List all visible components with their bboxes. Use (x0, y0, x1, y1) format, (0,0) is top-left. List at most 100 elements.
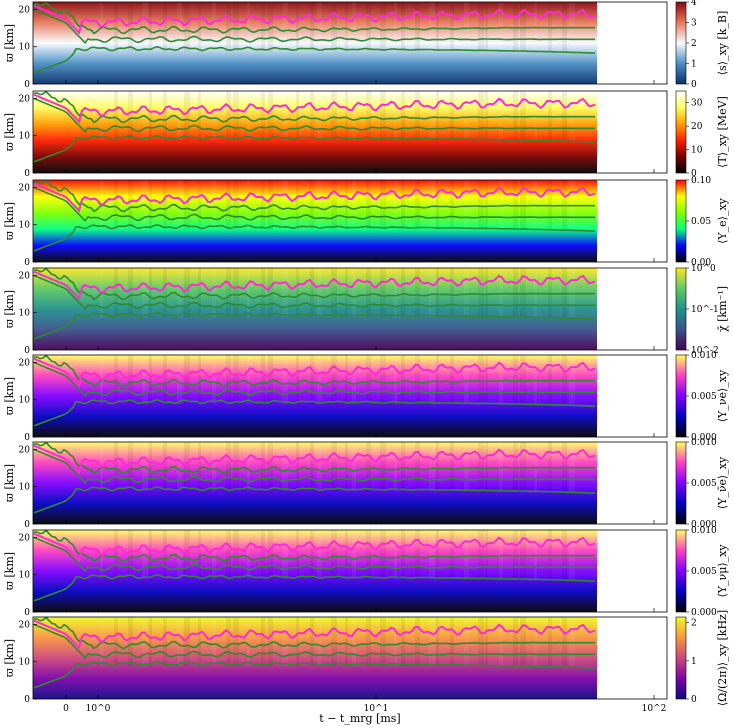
texture-streak (261, 442, 265, 492)
panel-3: 0 10 20ϖ [km] 0.00 0.05 0.10 ⟨Y_e⟩_xy (3, 176, 729, 268)
texture-streak (499, 530, 503, 580)
surface-curve (33, 93, 596, 124)
colorbar-tick-label: 2 (691, 619, 697, 629)
empty-region (597, 180, 667, 262)
density-contour-1 (33, 616, 595, 650)
colorbar-tick-label: 0.00 (691, 258, 711, 268)
y-tick-label: 20 (19, 271, 31, 281)
texture-streak (163, 617, 167, 667)
colorbar-tick-label: 10^-2 (691, 346, 719, 356)
colorbar-tick-label: 0.000 (691, 433, 717, 443)
texture-streak (247, 442, 250, 492)
texture-streak (296, 530, 299, 580)
heatmap-7 (33, 530, 597, 612)
y-tick-label: 10 (19, 571, 31, 581)
texture-streak (114, 91, 118, 141)
texture-streak (513, 530, 518, 580)
y-tick-label: 0 (24, 80, 30, 90)
texture-streak (282, 180, 288, 230)
heatmap-3 (33, 180, 597, 262)
texture-streak (562, 355, 567, 405)
density-contour-3 (33, 45, 595, 74)
texture-streak (282, 442, 288, 492)
colorbar-2 (675, 90, 687, 174)
y-tick-label: 20 (19, 445, 31, 455)
texture-streak (464, 530, 469, 580)
panel-frame (32, 1, 668, 85)
density-contour-2 (33, 97, 595, 134)
texture-streak (401, 530, 405, 580)
texture-streak (128, 91, 133, 141)
texture-streak (212, 530, 216, 580)
texture-streak (366, 617, 371, 667)
texture-streak (436, 442, 439, 492)
empty-region (597, 530, 667, 612)
texture-streak (534, 617, 537, 667)
y-tick-label: 10 (19, 221, 31, 231)
texture-streak (436, 2, 439, 52)
y-tick-label: 20 (19, 358, 31, 368)
texture-streak (562, 180, 567, 230)
texture-streak (177, 268, 182, 318)
texture-streak (114, 617, 118, 667)
texture-streak (212, 180, 216, 230)
texture-streak (128, 442, 133, 492)
texture-streak (534, 355, 537, 405)
colorbar-5 (675, 354, 687, 438)
texture-streak (499, 180, 503, 230)
texture-streak (331, 617, 337, 667)
texture-streak (548, 2, 552, 52)
density-contour-2 (33, 361, 595, 398)
texture-streak (296, 442, 299, 492)
y-axis-label: ϖ [km] (3, 24, 16, 62)
texture-streak (331, 530, 337, 580)
texture-streak (401, 617, 405, 667)
texture-streak (485, 180, 488, 230)
colorbar-tick-label: 0.010 (691, 438, 717, 448)
texture-streak (569, 355, 575, 405)
texture-streak (499, 2, 503, 52)
texture-streak (149, 617, 152, 667)
y-axis-label: ϖ [km] (3, 202, 16, 240)
heatmap-2 (33, 91, 597, 173)
texture-streak (436, 91, 439, 141)
texture-streak (114, 2, 118, 52)
texture-streak (569, 530, 575, 580)
texture-streak (233, 530, 239, 580)
texture-streak (233, 355, 239, 405)
texture-streak (226, 180, 231, 230)
density-contour-3 (33, 485, 595, 514)
texture-streak (513, 91, 518, 141)
colorbar-tick-label: 0 (691, 695, 697, 705)
texture-streak (366, 530, 371, 580)
texture-streak (478, 442, 484, 492)
texture-streak (569, 442, 575, 492)
y-tick-label: 20 (19, 533, 31, 543)
colorbar-6 (675, 441, 687, 525)
texture-streak (380, 355, 386, 405)
texture-streak (226, 355, 231, 405)
texture-streak (366, 2, 371, 52)
texture-streak (261, 180, 265, 230)
colorbar-label: ⟨Y_e⟩_xy (716, 197, 729, 244)
texture-streak (562, 268, 567, 318)
texture-streak (233, 268, 239, 318)
texture-streak (366, 355, 371, 405)
texture-streak (345, 355, 348, 405)
texture-streak (520, 91, 526, 141)
texture-streak (569, 617, 575, 667)
texture-streak (177, 442, 182, 492)
texture-streak (149, 355, 152, 405)
texture-streak (177, 180, 182, 230)
texture-streak (296, 268, 299, 318)
texture-streak (415, 2, 420, 52)
y-tick-label: 0 (24, 608, 30, 618)
colorbar-tick-label: 2 (691, 39, 697, 49)
texture-streak (464, 355, 469, 405)
texture-streak (394, 530, 397, 580)
texture-streak (520, 268, 526, 318)
texture-streak (450, 442, 454, 492)
texture-streak (548, 617, 552, 667)
texture-streak (212, 617, 216, 667)
texture-streak (310, 617, 314, 667)
